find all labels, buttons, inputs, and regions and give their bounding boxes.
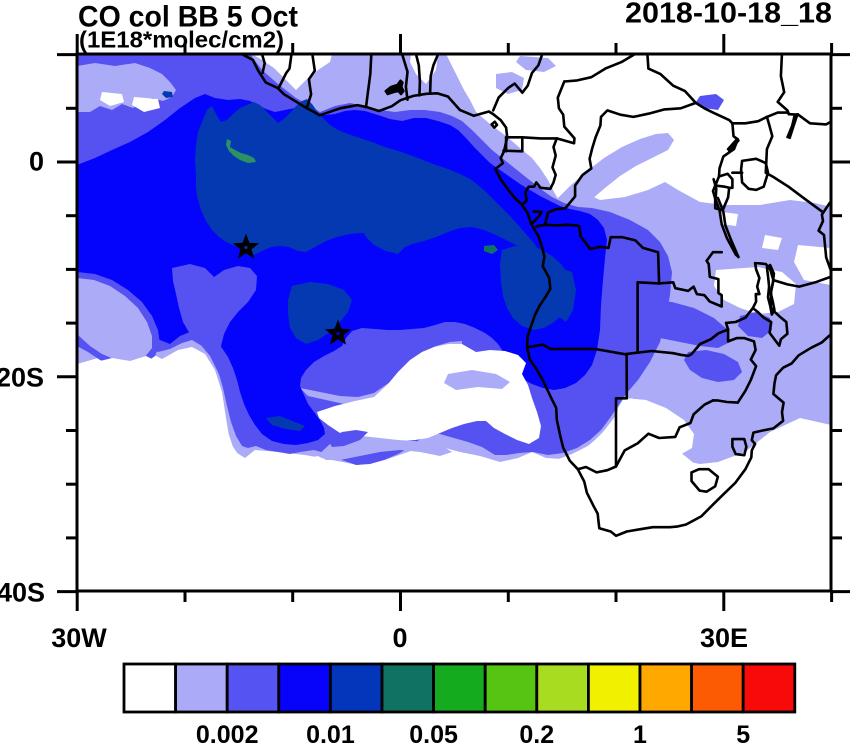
- svg-text:CO col BB 5 Oct: CO col BB 5 Oct: [78, 1, 298, 34]
- svg-text:0.2: 0.2: [519, 721, 554, 747]
- svg-text:0.01: 0.01: [306, 721, 355, 747]
- svg-text:0: 0: [392, 623, 407, 653]
- svg-text:(1E18*molec/cm2): (1E18*molec/cm2): [79, 27, 284, 53]
- svg-text:40S: 40S: [0, 578, 45, 608]
- svg-text:0.05: 0.05: [409, 721, 458, 747]
- svg-text:0.002: 0.002: [196, 721, 259, 747]
- svg-text:20S: 20S: [0, 363, 44, 393]
- svg-text:30E: 30E: [700, 623, 748, 653]
- svg-text:0: 0: [29, 147, 44, 177]
- svg-text:2018-10-18_18: 2018-10-18_18: [625, 0, 832, 30]
- svg-text:30W: 30W: [51, 623, 107, 653]
- svg-text:5: 5: [736, 721, 750, 747]
- svg-text:1: 1: [633, 721, 647, 747]
